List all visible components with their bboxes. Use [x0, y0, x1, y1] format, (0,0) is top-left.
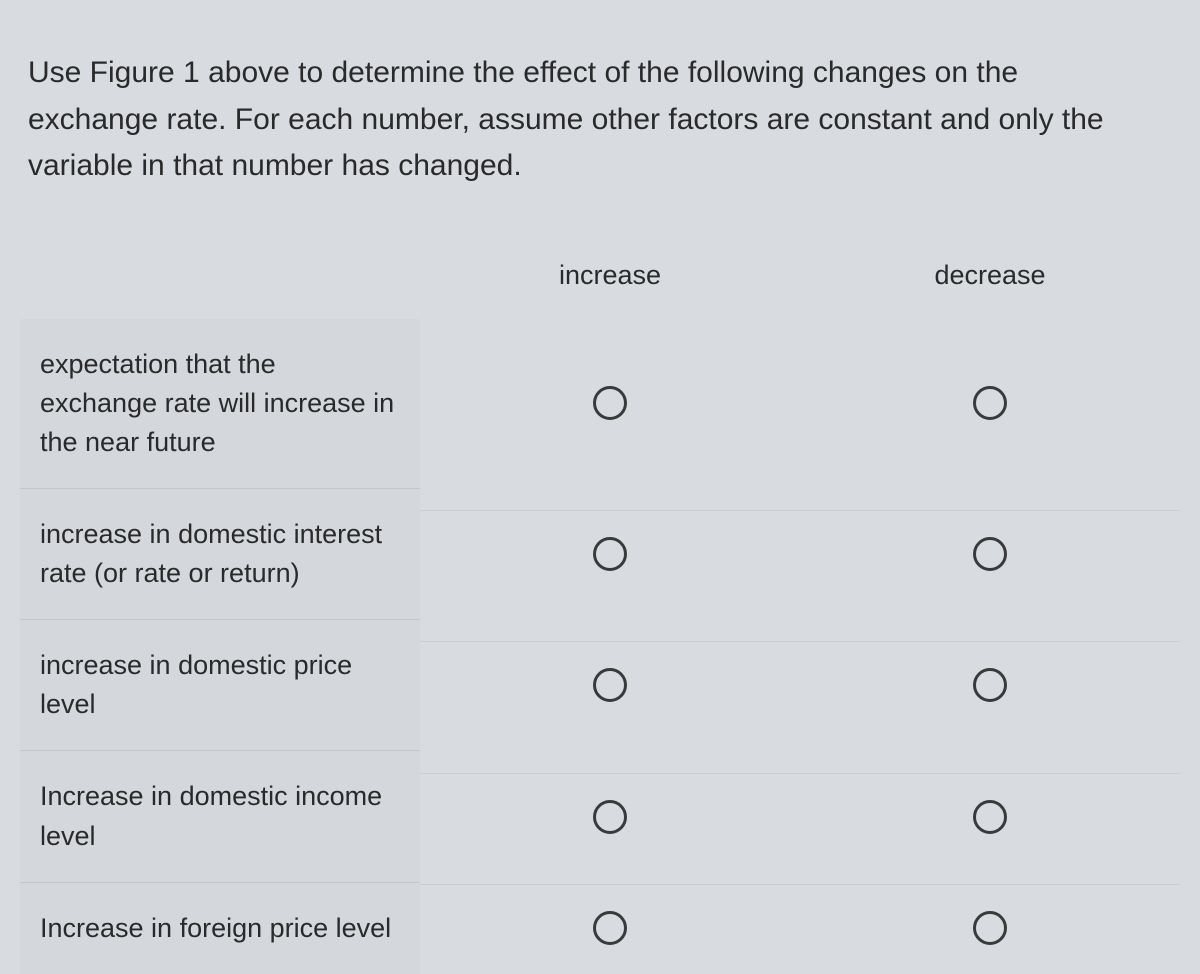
radio-cell-decrease [800, 884, 1180, 971]
radio-cell-increase [420, 510, 800, 597]
radio-decrease[interactable] [973, 537, 1007, 571]
column-header-increase: increase [420, 260, 800, 319]
matrix-grid: increase decrease expectation that the e… [20, 260, 1180, 974]
radio-cell-decrease [800, 773, 1180, 860]
row-label: Increase in domestic income level [20, 750, 420, 881]
radio-increase[interactable] [593, 668, 627, 702]
radio-cell-increase [420, 884, 800, 971]
radio-increase[interactable] [593, 800, 627, 834]
row-label: increase in domestic price level [20, 619, 420, 750]
radio-cell-increase [420, 641, 800, 728]
radio-increase[interactable] [593, 537, 627, 571]
radio-cell-decrease [800, 510, 1180, 597]
question-container: Use Figure 1 above to determine the effe… [0, 0, 1200, 974]
radio-increase[interactable] [593, 911, 627, 945]
column-header-blank [20, 275, 420, 303]
radio-increase[interactable] [593, 386, 627, 420]
radio-cell-decrease [800, 360, 1180, 446]
radio-cell-decrease [800, 641, 1180, 728]
radio-cell-increase [420, 773, 800, 860]
radio-cell-increase [420, 360, 800, 446]
radio-decrease[interactable] [973, 911, 1007, 945]
row-label: expectation that the exchange rate will … [20, 319, 420, 488]
row-label: increase in domestic interest rate (or r… [20, 488, 420, 619]
question-prompt: Use Figure 1 above to determine the effe… [28, 50, 1108, 190]
radio-decrease[interactable] [973, 668, 1007, 702]
radio-decrease[interactable] [973, 386, 1007, 420]
radio-decrease[interactable] [973, 800, 1007, 834]
column-header-decrease: decrease [800, 260, 1180, 319]
row-label: Increase in foreign price level [20, 882, 420, 974]
